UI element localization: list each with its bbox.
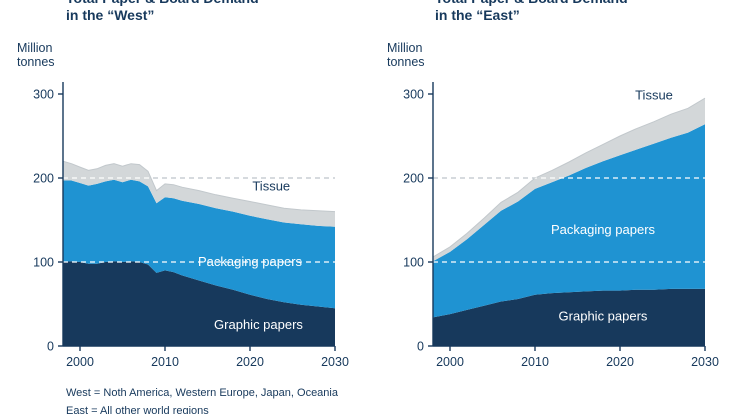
x-tick-label-2010: 2010	[151, 355, 179, 369]
area-graphic-papers	[63, 261, 335, 346]
east-chart-title: Total Paper & Board Demand in the “East”	[435, 0, 628, 24]
west-chart-title-line1: Total Paper & Board Demand	[66, 0, 259, 7]
x-tick-label-2000: 2000	[66, 355, 94, 369]
footnote-west-definition: West = Noth America, Western Europe, Jap…	[66, 387, 338, 399]
x-tick-label-2030: 2030	[321, 355, 349, 369]
y-tick-label-100: 100	[403, 256, 424, 270]
label-graphic-papers: Graphic papers	[559, 309, 648, 324]
footnote-east-definition: East = All other world regions	[66, 405, 209, 414]
y-tick-label-100: 100	[33, 256, 54, 270]
y-tick-label-300: 300	[33, 88, 54, 102]
y-tick-label-0: 0	[417, 340, 424, 354]
x-tick-label-2000: 2000	[436, 355, 464, 369]
y-tick-label-200: 200	[33, 172, 54, 186]
label-tissue: Tissue	[252, 178, 290, 193]
x-tick-label-2020: 2020	[606, 355, 634, 369]
east-unit-label-line2: tonnes	[387, 55, 425, 69]
east-chart-title-line1: Total Paper & Board Demand	[435, 0, 628, 7]
west-chart-title-line2: in the “West”	[66, 7, 155, 23]
x-tick-label-2010: 2010	[521, 355, 549, 369]
label-packaging-papers: Packaging papers	[198, 254, 303, 269]
x-tick-label-2030: 2030	[691, 355, 719, 369]
x-tick-label-2020: 2020	[236, 355, 264, 369]
label-tissue: Tissue	[635, 88, 673, 103]
stack-top-edge	[432, 97, 706, 258]
label-graphic-papers: Graphic papers	[214, 317, 303, 332]
y-tick-label-300: 300	[403, 88, 424, 102]
west-unit-label-line1: Million	[17, 41, 52, 55]
east-unit-label-line1: Million	[387, 41, 422, 55]
west-unit-label-line2: tonnes	[17, 55, 55, 69]
area-tissue	[433, 98, 705, 262]
label-packaging-papers: Packaging papers	[551, 222, 656, 237]
east-chart-title-line2: in the “East”	[435, 7, 520, 23]
area-packaging-papers	[433, 124, 705, 318]
stack-top-edge	[62, 160, 336, 213]
east-stacked-area-chart: Million tonnes 0 100 200 300 2000 2010 2020 203…	[387, 41, 719, 369]
west-chart-title: Total Paper & Board Demand in the “West”	[66, 0, 259, 24]
area-packaging-papers	[63, 179, 335, 309]
y-tick-label-0: 0	[47, 340, 54, 354]
y-tick-label-200: 200	[403, 172, 424, 186]
west-stacked-area-chart: Million tonnes 0 100 200 300 2000 2010 2020 203…	[17, 41, 349, 369]
area-graphic-papers	[433, 288, 705, 346]
